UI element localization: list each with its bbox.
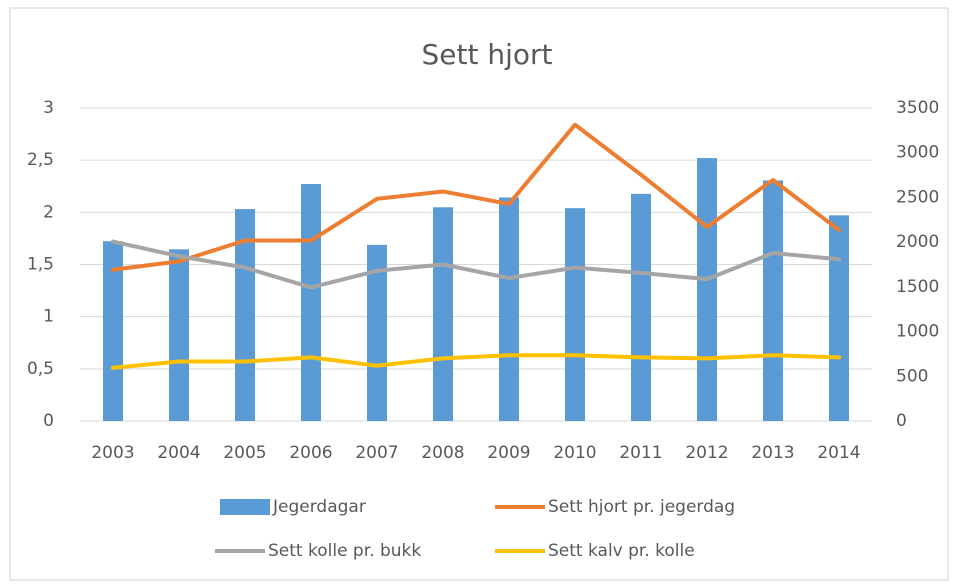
y2-tick-label: 3000 <box>896 143 939 163</box>
y-tick-label: 0,5 <box>27 359 54 379</box>
chart-title: Sett hjort <box>421 38 552 71</box>
bar <box>829 215 849 421</box>
y2-tick-label: 2000 <box>896 232 939 252</box>
bar <box>169 249 189 421</box>
line <box>111 353 841 370</box>
legend-swatch <box>220 499 270 515</box>
y2-tick-label: 3500 <box>896 98 939 118</box>
bar <box>103 241 123 421</box>
line <box>111 122 841 272</box>
line <box>111 239 841 290</box>
y2-tick-label: 1000 <box>896 322 939 342</box>
bar <box>433 207 453 421</box>
x-tick-label: 2013 <box>751 443 794 463</box>
y-tick-label: 2,5 <box>27 150 54 170</box>
x-tick-label: 2003 <box>91 443 134 463</box>
y-tick-label: 3 <box>43 98 54 118</box>
x-tick-label: 2004 <box>157 443 200 463</box>
x-tick-label: 2011 <box>619 443 662 463</box>
y2-tick-label: 1500 <box>896 277 939 297</box>
bar <box>697 158 717 421</box>
bar <box>763 180 783 421</box>
x-tick-label: 2005 <box>223 443 266 463</box>
x-tick-label: 2010 <box>553 443 596 463</box>
x-tick-label: 2009 <box>487 443 530 463</box>
x-tick-label: 2008 <box>421 443 464 463</box>
x-tick-label: 2014 <box>817 443 860 463</box>
y-tick-label: 1 <box>43 307 54 327</box>
bar <box>499 197 519 421</box>
bar <box>367 244 387 421</box>
legend-label: Jegerdagar <box>272 497 366 517</box>
y2-tick-label: 500 <box>896 366 928 386</box>
chart-border <box>9 7 949 581</box>
bar <box>631 193 651 421</box>
bar <box>301 184 321 421</box>
y2-tick-label: 2500 <box>896 187 939 207</box>
legend-label: Sett kolle pr. bukk <box>268 541 421 561</box>
x-tick-label: 2007 <box>355 443 398 463</box>
x-tick-label: 2012 <box>685 443 728 463</box>
y-tick-label: 2 <box>43 202 54 222</box>
y2-tick-label: 0 <box>896 411 907 431</box>
legend-label: Sett hjort pr. jegerdag <box>548 497 735 517</box>
y-tick-label: 1,5 <box>27 255 54 275</box>
x-tick-label: 2006 <box>289 443 332 463</box>
y-tick-label: 0 <box>43 411 54 431</box>
bar <box>565 208 585 421</box>
bar <box>235 209 255 421</box>
legend-label: Sett kalv pr. kolle <box>548 541 695 561</box>
